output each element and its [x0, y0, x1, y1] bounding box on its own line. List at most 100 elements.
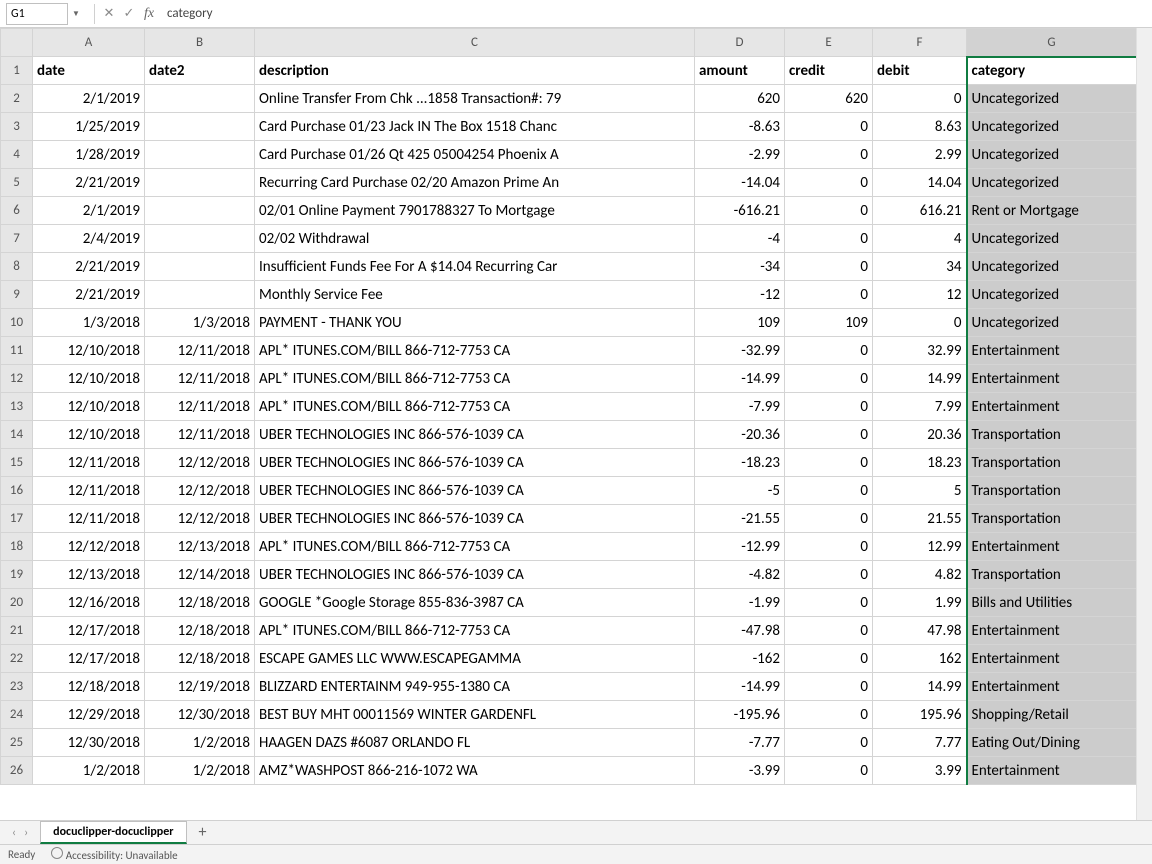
cell[interactable]: Transportation	[967, 561, 1137, 589]
row-header[interactable]: 26	[1, 757, 33, 785]
cell[interactable]: 0	[785, 617, 873, 645]
cell[interactable]: 14.99	[873, 365, 967, 393]
cell[interactable]: 12/12/2018	[145, 505, 255, 533]
cell[interactable]: 12/12/2018	[33, 533, 145, 561]
row-header[interactable]: 3	[1, 113, 33, 141]
cell[interactable]: 12/12/2018	[145, 477, 255, 505]
cell[interactable]: 1/2/2018	[145, 757, 255, 785]
cell[interactable]: -1.99	[695, 589, 785, 617]
cell[interactable]: 0	[785, 141, 873, 169]
cell[interactable]: Bills and Utilities	[967, 589, 1137, 617]
tab-next-icon[interactable]: ›	[24, 826, 28, 840]
cell[interactable]: 162	[873, 645, 967, 673]
cell[interactable]: 12/10/2018	[33, 393, 145, 421]
row-header[interactable]: 13	[1, 393, 33, 421]
cell[interactable]: 2.99	[873, 141, 967, 169]
row-header[interactable]: 22	[1, 645, 33, 673]
row-header[interactable]: 1	[1, 57, 33, 85]
cell[interactable]: 1.99	[873, 589, 967, 617]
row-header[interactable]: 14	[1, 421, 33, 449]
cell[interactable]: 14.99	[873, 673, 967, 701]
cell[interactable]: Monthly Service Fee	[255, 281, 695, 309]
cell[interactable]: 0	[873, 85, 967, 113]
row-header[interactable]: 19	[1, 561, 33, 589]
cancel-icon[interactable]: ✕	[99, 4, 119, 24]
cell[interactable]: 1/3/2018	[145, 309, 255, 337]
cell[interactable]: 3.99	[873, 757, 967, 785]
cell[interactable]: 12/13/2018	[33, 561, 145, 589]
cell[interactable]	[145, 169, 255, 197]
cell[interactable]: 2/1/2019	[33, 197, 145, 225]
cell[interactable]: -20.36	[695, 421, 785, 449]
cell[interactable]: 0	[873, 309, 967, 337]
cell[interactable]: 14.04	[873, 169, 967, 197]
cell[interactable]: 0	[785, 253, 873, 281]
row-header[interactable]: 23	[1, 673, 33, 701]
cell[interactable]: 8.63	[873, 113, 967, 141]
cell[interactable]: 7.77	[873, 729, 967, 757]
cell[interactable]	[145, 85, 255, 113]
row-header[interactable]: 21	[1, 617, 33, 645]
cell[interactable]: 0	[785, 337, 873, 365]
cell[interactable]: -3.99	[695, 757, 785, 785]
cell[interactable]: 12	[873, 281, 967, 309]
cell[interactable]: date	[33, 57, 145, 85]
cell[interactable]: Entertainment	[967, 645, 1137, 673]
cell[interactable]: Uncategorized	[967, 169, 1137, 197]
cell[interactable]: ESCAPE GAMES LLC WWW.ESCAPEGAMMA	[255, 645, 695, 673]
row-header[interactable]: 10	[1, 309, 33, 337]
cell[interactable]: Transportation	[967, 477, 1137, 505]
cell[interactable]: 0	[785, 393, 873, 421]
cell[interactable]: 0	[785, 505, 873, 533]
cell[interactable]: 18.23	[873, 449, 967, 477]
cell[interactable]: -7.77	[695, 729, 785, 757]
cell[interactable]: 02/02 Withdrawal	[255, 225, 695, 253]
cell[interactable]: Uncategorized	[967, 85, 1137, 113]
cell[interactable]: 12/13/2018	[145, 533, 255, 561]
cell[interactable]: 12/11/2018	[33, 505, 145, 533]
cell[interactable]: 47.98	[873, 617, 967, 645]
cell[interactable]: Uncategorized	[967, 281, 1137, 309]
cell[interactable]: UBER TECHNOLOGIES INC 866-576-1039 CA	[255, 505, 695, 533]
cell[interactable]: 12/11/2018	[145, 337, 255, 365]
cell[interactable]: Shopping/Retail	[967, 701, 1137, 729]
cell[interactable]: 109	[695, 309, 785, 337]
column-header-C[interactable]: C	[255, 29, 695, 57]
cell[interactable]: -18.23	[695, 449, 785, 477]
tab-prev-icon[interactable]: ‹	[12, 826, 16, 840]
select-all-corner[interactable]	[1, 29, 33, 57]
cell[interactable]: APL* ITUNES.COM/BILL 866-712-7753 CA	[255, 533, 695, 561]
cell[interactable]: Uncategorized	[967, 225, 1137, 253]
cell[interactable]: 12/18/2018	[145, 645, 255, 673]
row-header[interactable]: 25	[1, 729, 33, 757]
cell[interactable]: 0	[785, 449, 873, 477]
cell[interactable]: 12/10/2018	[33, 421, 145, 449]
row-header[interactable]: 4	[1, 141, 33, 169]
cell[interactable]: 12/10/2018	[33, 337, 145, 365]
cell[interactable]	[145, 225, 255, 253]
cell[interactable]: APL* ITUNES.COM/BILL 866-712-7753 CA	[255, 365, 695, 393]
cell[interactable]: 12/11/2018	[145, 393, 255, 421]
row-header[interactable]: 2	[1, 85, 33, 113]
row-header[interactable]: 16	[1, 477, 33, 505]
cell[interactable]	[145, 281, 255, 309]
cell[interactable]: APL* ITUNES.COM/BILL 866-712-7753 CA	[255, 617, 695, 645]
sheet-tab-active[interactable]: docuclipper-docuclipper	[40, 821, 186, 844]
column-header-F[interactable]: F	[873, 29, 967, 57]
cell[interactable]: Entertainment	[967, 393, 1137, 421]
cell[interactable]: 0	[785, 729, 873, 757]
cell[interactable]: category	[967, 57, 1137, 85]
cell[interactable]: 12/29/2018	[33, 701, 145, 729]
cell[interactable]	[145, 113, 255, 141]
cell[interactable]: -616.21	[695, 197, 785, 225]
row-header[interactable]: 11	[1, 337, 33, 365]
cell[interactable]: 0	[785, 197, 873, 225]
cell[interactable]: 2/1/2019	[33, 85, 145, 113]
cell[interactable]: -12.99	[695, 533, 785, 561]
cell[interactable]: 12/11/2018	[145, 421, 255, 449]
cell[interactable]: description	[255, 57, 695, 85]
cell[interactable]: 0	[785, 169, 873, 197]
cell[interactable]: APL* ITUNES.COM/BILL 866-712-7753 CA	[255, 337, 695, 365]
cell[interactable]: -47.98	[695, 617, 785, 645]
cell[interactable]: 109	[785, 309, 873, 337]
